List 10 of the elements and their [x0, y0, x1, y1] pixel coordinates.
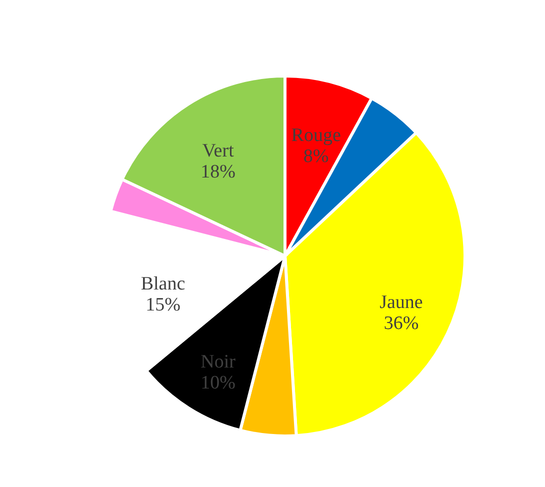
data-label: 18% [200, 161, 236, 182]
data-label: 8% [303, 146, 329, 167]
slice-label: Rouge [291, 124, 341, 146]
data-label: 36% [384, 313, 419, 334]
slice-label: Vert [202, 140, 235, 162]
data-label: 15% [146, 294, 181, 316]
slice-label: Jaune [380, 292, 423, 314]
data-label: 10% [200, 372, 236, 394]
slice-label: Blanc [140, 273, 186, 294]
slice-label: Noir [200, 352, 236, 373]
